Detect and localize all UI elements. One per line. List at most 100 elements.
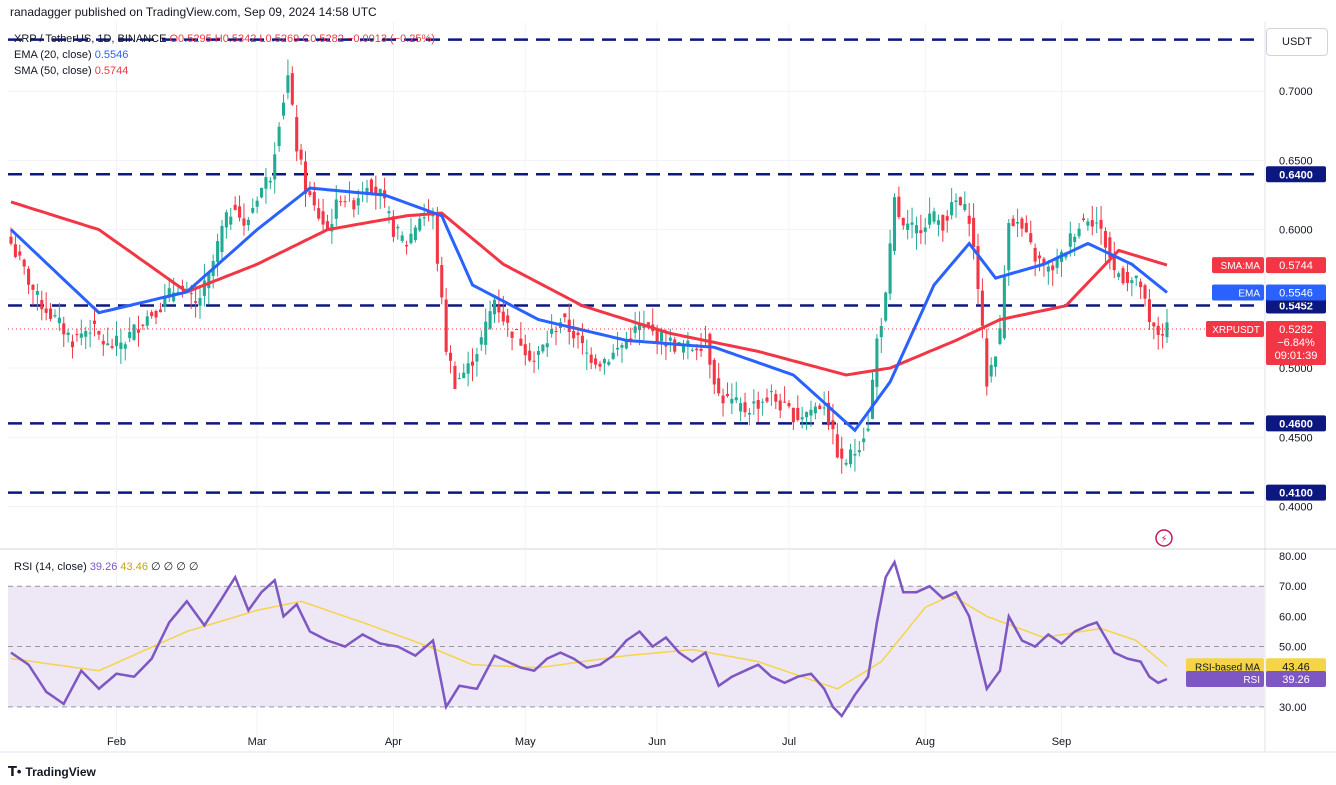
candle-body (281, 102, 286, 116)
rsi-legend-tail: ∅ ∅ ∅ ∅ (151, 561, 199, 573)
rsi-ma-tag-label: RSI-based MA (1195, 662, 1260, 673)
candle-body (92, 320, 97, 324)
candle-body (484, 321, 488, 345)
candle-body (532, 360, 536, 362)
last-price-line-1: −6.84% (1277, 337, 1315, 349)
candle-body (110, 346, 114, 348)
candle-body (967, 215, 971, 224)
candle-body (1125, 272, 1129, 283)
candle-body (734, 397, 738, 401)
candle-body (699, 348, 703, 351)
candle-body (119, 342, 123, 350)
candle-body (290, 73, 294, 105)
ema-label[interactable]: EMA (20, close) (14, 49, 92, 61)
candle-body (844, 462, 848, 465)
candle-body (910, 222, 914, 225)
level-tag-label: 0.6400 (1279, 169, 1313, 181)
candle-body (879, 325, 883, 338)
open-value: O0.5295 (169, 33, 212, 45)
candle-body (1051, 265, 1055, 271)
candle-body (835, 434, 839, 458)
candle-body (1108, 237, 1112, 258)
candle-body (154, 310, 158, 318)
rsi-ma-tag-label-bg (1186, 658, 1264, 675)
candle-body (800, 417, 804, 420)
candle-body (791, 407, 795, 423)
candle-body (238, 206, 242, 218)
symbol-label[interactable]: XRP / TetherUS, 1D, BINANCE (14, 33, 167, 45)
candle-body (914, 225, 918, 234)
rsi-label[interactable]: RSI (14, close) (14, 561, 87, 573)
candle-body (796, 407, 800, 420)
candle-body (576, 332, 580, 336)
candle-body (972, 217, 976, 248)
candle-body (356, 198, 360, 206)
candle-body (334, 199, 338, 219)
rsi-ma-tag-value: 43.46 (1282, 661, 1310, 673)
candle-body (756, 400, 760, 409)
candle-body (1156, 325, 1160, 335)
last-price-value-bg (1266, 321, 1326, 366)
candle-body (246, 219, 250, 226)
tradingview-logo-icon: 𝗧• (8, 764, 22, 779)
candle-body (1086, 221, 1090, 226)
last-price-line-2: 09:01:39 (1275, 350, 1318, 362)
candle-body (554, 331, 558, 333)
candle-body (594, 358, 598, 365)
close-value: C0.5282 (302, 33, 344, 45)
footer-brand-text: TradingView (25, 765, 96, 779)
rsi-tag-label: RSI (1243, 675, 1260, 686)
candle-body (743, 402, 747, 413)
candle-body (198, 297, 202, 306)
candle-body (132, 324, 136, 340)
candle-body (928, 213, 932, 225)
candle-body (308, 191, 312, 196)
candle-body (1007, 223, 1011, 271)
sma-tag-value-bg (1266, 257, 1326, 274)
level-tag-bg (1266, 415, 1326, 432)
time-tick-label: Apr (385, 736, 402, 748)
sma-label[interactable]: SMA (50, close) (14, 65, 92, 77)
candle-body (897, 196, 901, 218)
candle-body (1161, 334, 1165, 336)
candle-body (303, 161, 308, 194)
candle-body (681, 345, 686, 353)
candle-body (717, 378, 721, 394)
candle-body (519, 338, 523, 346)
candle-body (769, 391, 773, 393)
candle-body (510, 331, 514, 338)
level-tag-bg (1266, 166, 1326, 183)
candle-body (62, 323, 66, 335)
last-price-line-0: 0.5282 (1279, 324, 1313, 336)
candle-body (941, 215, 945, 231)
rsi-tick-label: 70.00 (1279, 581, 1307, 593)
candle-body (220, 225, 224, 252)
candle-body (1165, 322, 1169, 338)
currency-button[interactable]: USDT (1266, 28, 1328, 56)
footer-brand[interactable]: 𝗧• TradingView (8, 764, 96, 780)
candle-body (506, 315, 510, 323)
candle-body (774, 394, 778, 402)
lightning-icon (1155, 529, 1173, 547)
time-tick-label: Feb (107, 736, 126, 748)
rsi-band-fill (8, 586, 1264, 707)
candle-body (27, 268, 31, 285)
candle-body (822, 407, 826, 409)
rsi-ma-value: 43.46 (120, 561, 148, 573)
candle-body (638, 323, 642, 331)
candle-body (391, 216, 395, 237)
rsi-lines (10, 558, 1168, 719)
candle-body (690, 349, 694, 351)
time-tick-label: May (515, 736, 536, 748)
candle-body (936, 220, 940, 225)
candle-body (207, 272, 211, 289)
axes: 0.40000.45000.50000.55000.60000.65000.70… (107, 86, 1313, 748)
candle-body (906, 223, 910, 230)
candle-body (668, 337, 672, 341)
candle-body (189, 293, 193, 295)
candle-body (492, 299, 497, 315)
candle-body (659, 331, 664, 342)
price-tick-label: 0.6500 (1279, 155, 1313, 167)
rsi-legend: RSI (14, close) 39.26 43.46 ∅ ∅ ∅ ∅ (14, 560, 199, 573)
